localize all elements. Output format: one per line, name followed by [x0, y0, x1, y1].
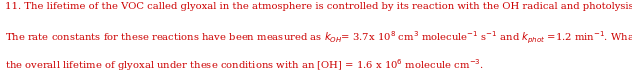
Text: the overall lifetime of glyoxal under these conditions with an [OH] = 1.6 x 10$^: the overall lifetime of glyoxal under th…	[5, 57, 484, 73]
Text: 11. The lifetime of the VOC called glyoxal in the atmosphere is controlled by it: 11. The lifetime of the VOC called glyox…	[5, 2, 632, 11]
Text: The rate constants for these reactions have been measured as $k_{OH}$= 3.7x 10$^: The rate constants for these reactions h…	[5, 30, 632, 46]
